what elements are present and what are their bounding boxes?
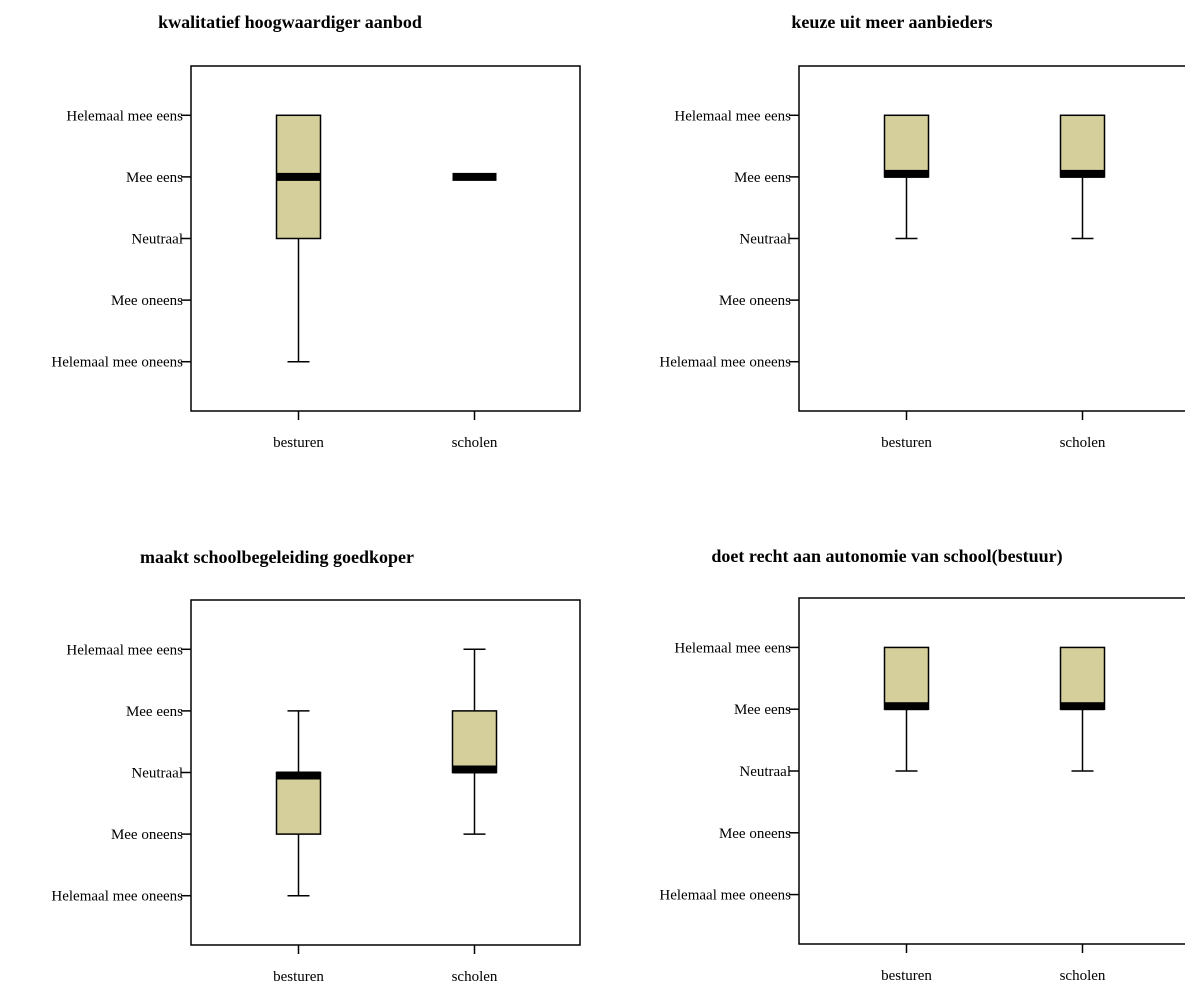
y-tick-label: Helemaal mee oneens: [51, 889, 183, 905]
x-tick-label: scholen: [452, 435, 498, 451]
box-iqr: [451, 710, 498, 774]
box-iqr: [883, 646, 930, 710]
box-scholen: [1059, 114, 1106, 240]
x-tick-label: scholen: [1060, 435, 1106, 451]
y-tick-label: Mee eens: [734, 702, 791, 718]
box-besturen: [275, 114, 322, 363]
box-iqr: [275, 771, 322, 835]
y-tick-label: Neutraal: [739, 764, 791, 780]
median-line: [884, 702, 929, 711]
plot-frame: [798, 597, 1185, 945]
chart-title: keuze uit meer aanbieders: [791, 12, 992, 32]
y-tick-label: Mee eens: [734, 170, 791, 186]
box-besturen: [275, 710, 322, 897]
y-tick-label: Neutraal: [739, 232, 791, 248]
chart-title: doet recht aan autonomie van school(best…: [711, 546, 1062, 567]
median-line: [1060, 169, 1105, 178]
y-tick-label: Helemaal mee eens: [674, 640, 791, 656]
y-tick-label: Mee oneens: [719, 826, 791, 842]
chart-title: maakt schoolbegeleiding goedkoper: [140, 547, 414, 567]
plot-frame: [190, 65, 581, 412]
x-tick-label: scholen: [452, 969, 498, 984]
x-tick-label: besturen: [273, 435, 324, 451]
y-tick-label: Helemaal mee eens: [66, 108, 183, 124]
y-tick-label: Helemaal mee eens: [66, 642, 183, 658]
chart-panel-1: kwalitatief hoogwaardiger aanbod Helemaal…: [51, 12, 581, 451]
median-line: [452, 765, 497, 774]
y-tick-label: Mee oneens: [111, 827, 183, 843]
box-scholen: [1059, 646, 1106, 772]
x-tick-label: besturen: [881, 435, 932, 451]
median-line: [276, 172, 321, 181]
y-tick-label: Helemaal mee oneens: [659, 888, 791, 904]
median-line: [452, 172, 497, 181]
y-tick-label: Neutraal: [131, 232, 183, 248]
y-tick-label: Helemaal mee eens: [674, 108, 791, 124]
chart-title: kwalitatief hoogwaardiger aanbod: [158, 12, 422, 32]
box-scholen: [452, 172, 497, 181]
y-tick-label: Helemaal mee oneens: [659, 355, 791, 371]
y-tick-label: Helemaal mee oneens: [51, 355, 183, 371]
x-tick-label: scholen: [1060, 968, 1106, 984]
x-tick-label: besturen: [881, 968, 932, 984]
chart-panel-3: maakt schoolbegeleiding goedkoper Helemaa…: [51, 547, 581, 984]
y-tick-label: Mee eens: [126, 170, 183, 186]
x-tick-label: besturen: [273, 969, 324, 984]
box-scholen: [451, 648, 498, 835]
box-iqr: [1059, 114, 1106, 178]
y-tick-label: Mee oneens: [111, 293, 183, 309]
y-tick-label: Neutraal: [131, 766, 183, 782]
y-tick-label: Mee eens: [126, 704, 183, 720]
box-besturen: [883, 646, 930, 772]
box-iqr: [883, 114, 930, 178]
median-line: [884, 169, 929, 178]
plot-frame: [190, 599, 581, 946]
y-tick-label: Mee oneens: [719, 293, 791, 309]
median-line: [276, 771, 321, 780]
chart-panel-2: keuze uit meer aanbieders Helemaal mee on…: [659, 12, 1185, 451]
chart-panel-4: doet recht aan autonomie van school(best…: [659, 546, 1185, 984]
box-besturen: [883, 114, 930, 240]
plot-frame: [798, 65, 1185, 412]
median-line: [1060, 702, 1105, 711]
box-iqr: [1059, 646, 1106, 710]
